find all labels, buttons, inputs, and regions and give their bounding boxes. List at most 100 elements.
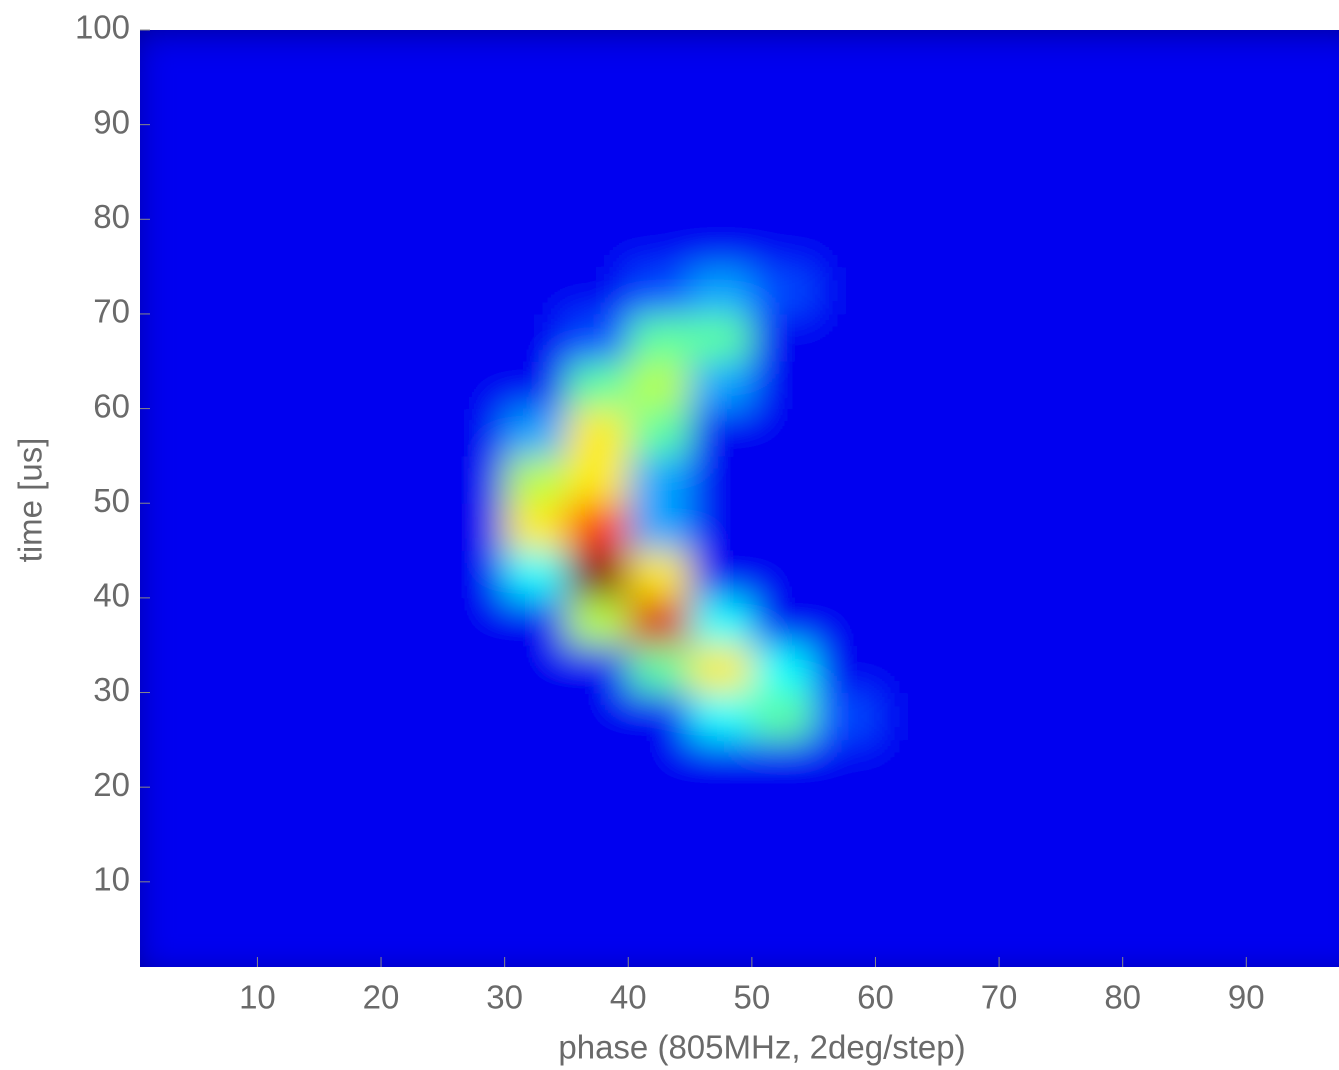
heatmap-cell <box>319 266 382 315</box>
heatmap-cell <box>381 408 444 457</box>
heatmap-cell <box>875 455 938 504</box>
heatmap-cell <box>999 77 1062 126</box>
heatmap-cell <box>381 787 444 835</box>
heatmap-cell <box>442 30 506 78</box>
heatmap-cell <box>875 266 938 315</box>
heatmap-cell <box>1308 77 1339 126</box>
heatmap-cell <box>140 881 197 930</box>
heatmap-cell <box>1246 455 1309 504</box>
heatmap-cell <box>999 124 1062 173</box>
heatmap-cell <box>319 692 382 741</box>
y-axis-label: time [us] <box>12 438 49 563</box>
heatmap-cell <box>628 361 691 410</box>
heatmap-cell <box>1246 266 1309 315</box>
heatmap-cell <box>381 219 444 268</box>
heatmap-cell <box>999 692 1062 741</box>
heatmap-cell <box>628 266 691 315</box>
heatmap-cell <box>1246 503 1309 552</box>
heatmap-cell <box>1122 929 1185 967</box>
heatmap-cell <box>1122 171 1185 220</box>
heatmap-cell <box>937 597 1000 646</box>
heatmap-cell <box>1246 124 1309 173</box>
heatmap-cell <box>1060 692 1124 741</box>
heatmap-cell <box>442 455 506 504</box>
heatmap-cell <box>504 124 567 173</box>
heatmap-cell <box>937 739 1000 788</box>
heatmap-cell <box>1246 30 1309 78</box>
heatmap-cell <box>319 219 382 268</box>
heatmap-cell <box>813 645 876 694</box>
heatmap-cell <box>1308 124 1339 173</box>
heatmap-cell <box>875 124 938 173</box>
heatmap-cell <box>999 929 1062 967</box>
heatmap-cell <box>1308 171 1339 220</box>
heatmap-cell <box>875 313 938 362</box>
heatmap-cell <box>1184 881 1247 930</box>
y-tick-label: 30 <box>93 671 130 708</box>
heatmap-cell <box>628 503 691 552</box>
heatmap-cell <box>257 787 320 835</box>
heatmap-cell <box>566 266 629 315</box>
heatmap-cell <box>195 408 258 457</box>
heatmap-cell <box>257 313 320 362</box>
heatmap-cell <box>381 361 444 410</box>
heatmap-cell <box>1060 124 1124 173</box>
heatmap-cell <box>442 124 506 173</box>
heatmap-cell <box>1122 834 1185 883</box>
heatmap-cell <box>1308 455 1339 504</box>
heatmap-cell <box>937 645 1000 694</box>
heatmap-cell <box>442 171 506 220</box>
heatmap-cell <box>813 266 876 315</box>
heatmap-cell <box>504 171 567 220</box>
heatmap-cell <box>257 266 320 315</box>
heatmap-cell <box>937 929 1000 967</box>
heatmap-cell <box>381 834 444 883</box>
heatmap-cell <box>319 408 382 457</box>
heatmap-cell <box>257 645 320 694</box>
heatmap-cell <box>1184 361 1247 410</box>
heatmap-cell <box>1060 171 1124 220</box>
heatmap-cell <box>937 881 1000 930</box>
heatmap-cell <box>628 645 691 694</box>
heatmap-cell <box>566 503 629 552</box>
heatmap-cell <box>628 313 691 362</box>
heatmap-cell <box>381 739 444 788</box>
heatmap-cell <box>319 881 382 930</box>
heatmap-cell <box>1246 597 1309 646</box>
heatmap-cell <box>813 361 876 410</box>
heatmap-cell <box>751 266 815 315</box>
heatmap-cell <box>140 30 197 78</box>
heatmap-cell <box>751 597 815 646</box>
heatmap-cell <box>875 692 938 741</box>
heatmap-cell <box>1246 408 1309 457</box>
heatmap-cell <box>381 503 444 552</box>
heatmap-cell <box>999 313 1062 362</box>
heatmap-cell <box>140 929 197 967</box>
heatmap-cell <box>566 787 629 835</box>
x-tick-label: 10 <box>239 979 276 1016</box>
heatmap-cell <box>937 266 1000 315</box>
heatmap-cell <box>690 929 753 967</box>
heatmap-cell <box>195 834 258 883</box>
heatmap-cell <box>442 787 506 835</box>
heatmap-cell <box>1184 313 1247 362</box>
heatmap-cell <box>566 455 629 504</box>
heatmap-cell <box>442 645 506 694</box>
heatmap-cell <box>195 550 258 599</box>
heatmap-cell <box>1246 881 1309 930</box>
heatmap-cell <box>937 77 1000 126</box>
heatmap-cell <box>381 550 444 599</box>
heatmap-cell <box>1060 929 1124 967</box>
heatmap-cell <box>1184 77 1247 126</box>
heatmap-cell <box>1122 30 1185 78</box>
heatmap-cell <box>1246 645 1309 694</box>
heatmap-cell <box>751 739 815 788</box>
heatmap-cell <box>813 787 876 835</box>
heatmap-cell <box>1122 361 1185 410</box>
heatmap-cell <box>1060 313 1124 362</box>
heatmap-cell <box>937 30 1000 78</box>
heatmap-cell <box>504 834 567 883</box>
heatmap-cell <box>442 266 506 315</box>
heatmap-cell <box>566 77 629 126</box>
